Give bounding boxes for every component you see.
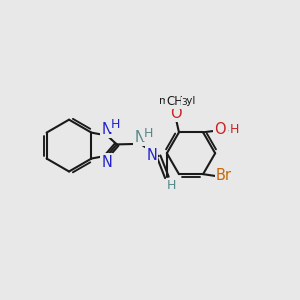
Text: N: N bbox=[146, 148, 157, 163]
Text: N: N bbox=[101, 122, 112, 136]
Text: Br: Br bbox=[216, 168, 232, 183]
Text: 3: 3 bbox=[182, 98, 187, 106]
Text: methyl: methyl bbox=[159, 96, 195, 106]
Text: H: H bbox=[144, 127, 153, 140]
Text: N: N bbox=[134, 130, 145, 145]
Text: H: H bbox=[167, 178, 176, 191]
Text: H: H bbox=[230, 124, 239, 136]
Text: O: O bbox=[214, 122, 226, 137]
Text: N: N bbox=[101, 154, 112, 169]
Text: H: H bbox=[111, 118, 120, 131]
Text: CH: CH bbox=[166, 95, 183, 108]
Text: -: - bbox=[227, 122, 232, 137]
Text: O: O bbox=[170, 106, 182, 121]
